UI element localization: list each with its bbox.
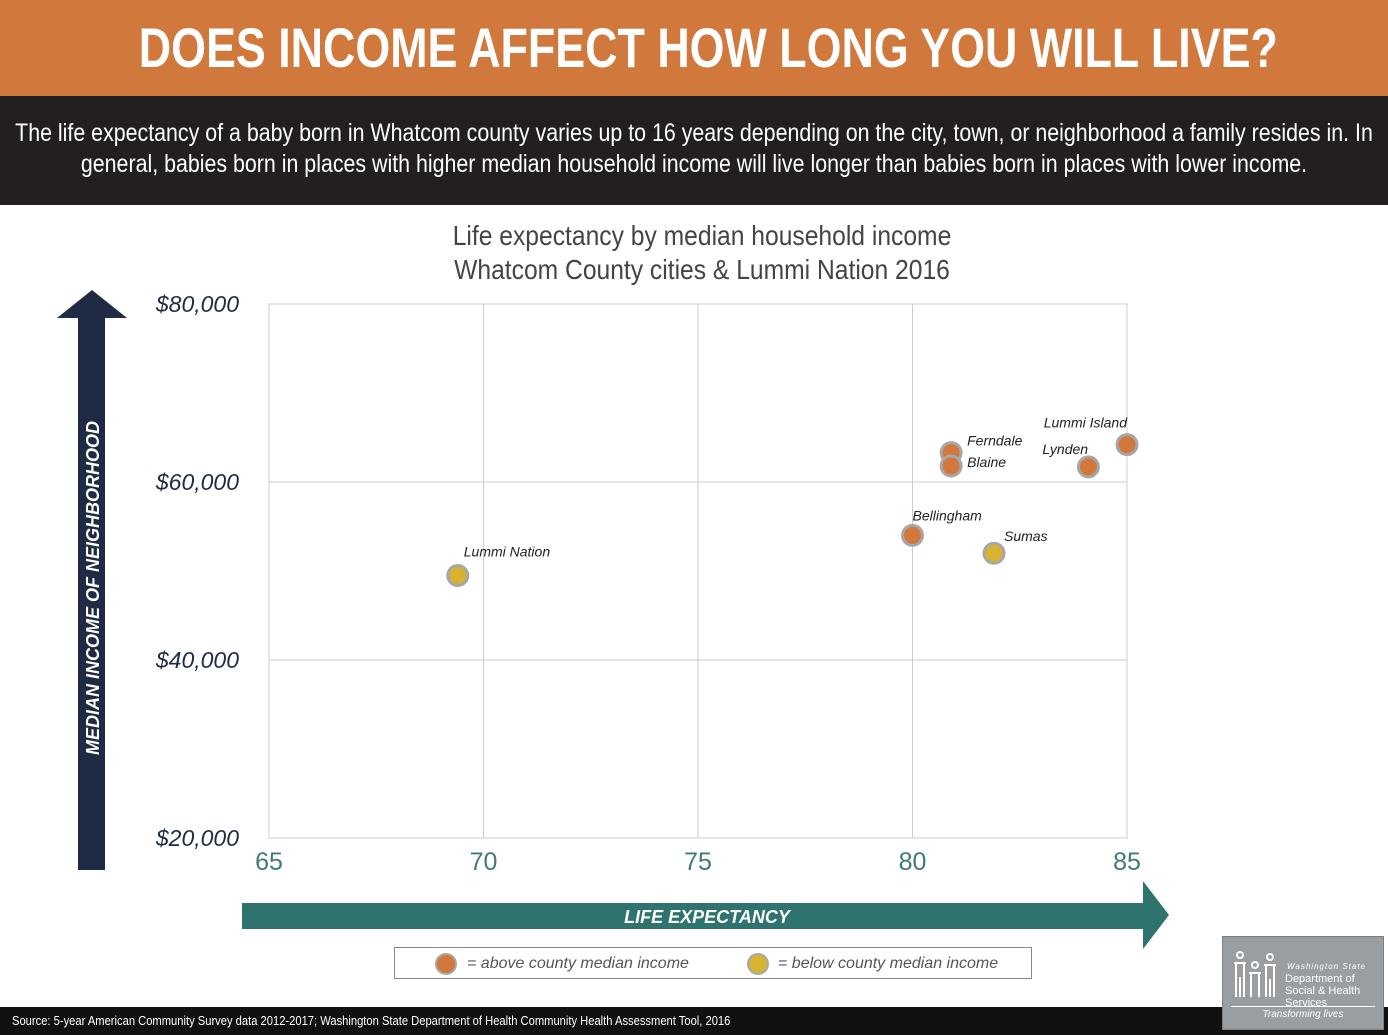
x-tick-label: 70 <box>470 848 498 876</box>
footer-band <box>0 1007 1388 1035</box>
x-axis-label: LIFE EXPECTANCY <box>624 907 792 927</box>
dshs-logo: Washington State Department of Social & … <box>1222 936 1384 1030</box>
x-tick-label: 85 <box>1113 848 1141 876</box>
legend-below-label: = below county median income <box>778 955 999 972</box>
y-tick-label: $20,000 <box>155 825 239 851</box>
logo-divider <box>1231 1006 1375 1007</box>
y-tick-label: $40,000 <box>155 647 239 673</box>
y-axis-label: MEDIAN INCOME OF NEIGHBORHOOD <box>83 421 103 755</box>
y-tick-label: $60,000 <box>155 469 239 495</box>
data-point-label: Lummi Nation <box>464 543 551 559</box>
chart-title-line: Life expectancy by median household inco… <box>452 220 952 251</box>
data-point-label: Lummi Island <box>1044 415 1128 431</box>
y-axis-arrow <box>57 290 127 870</box>
data-point-label: Bellingham <box>913 507 983 523</box>
chart-subtitle-line: Whatcom County cities & Lummi Nation 201… <box>454 254 950 285</box>
intro-band <box>0 96 1388 205</box>
x-tick-label: 65 <box>255 848 283 876</box>
data-point-label: Sumas <box>1004 528 1048 544</box>
data-point <box>1115 433 1139 457</box>
x-axis-arrow <box>242 881 1169 949</box>
x-tick-label: 80 <box>899 848 927 876</box>
logo-state-text: Washington State <box>1287 962 1367 971</box>
data-point-label: Ferndale <box>967 433 1022 449</box>
logo-tagline: Transforming lives <box>1262 1009 1344 1020</box>
legend-below-marker <box>747 953 769 975</box>
x-tick-label: 75 <box>684 848 712 876</box>
data-point-label: Lynden <box>1042 441 1088 457</box>
chart-title: Life expectancy by median household inco… <box>438 219 966 287</box>
family-icon <box>1234 951 1276 997</box>
data-point <box>982 541 1006 565</box>
data-point <box>901 523 924 547</box>
data-point-label: Blaine <box>967 454 1006 470</box>
logo-dept-text: Department of Social & Health Services <box>1285 973 1361 1009</box>
y-tick-label: $80,000 <box>155 291 239 317</box>
legend-above-label: = above county median income <box>467 955 689 972</box>
legend: = above county median income = below cou… <box>394 947 1032 979</box>
page-title: DOES INCOME AFFECT HOW LONG YOU WILL LIV… <box>138 16 1278 79</box>
data-point <box>1076 455 1100 479</box>
legend-above-marker <box>435 953 457 975</box>
intro-text: The life expectancy of a baby born in Wh… <box>15 119 1373 178</box>
data-point <box>446 563 470 587</box>
source-note: Source: 5-year American Community Survey… <box>12 1013 731 1028</box>
header-band <box>0 0 1388 96</box>
data-point <box>939 454 963 478</box>
